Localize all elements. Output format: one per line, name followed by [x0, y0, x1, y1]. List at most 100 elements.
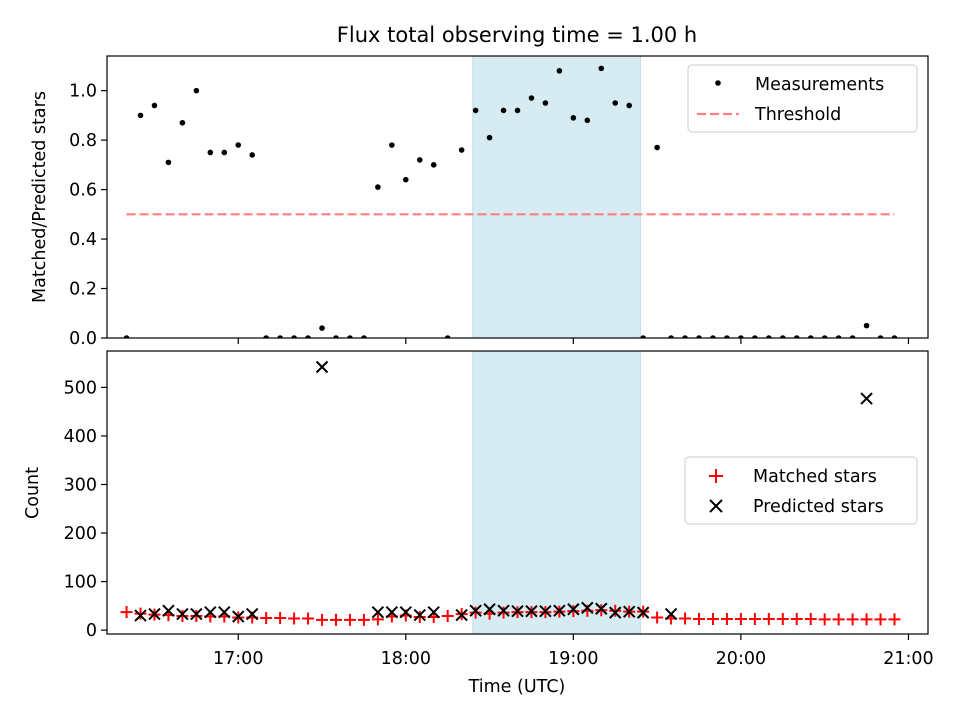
measurement-point — [528, 95, 535, 101]
predicted-star-point — [553, 604, 566, 617]
predicted-star-point — [511, 604, 524, 618]
measurement-point — [347, 335, 353, 338]
predicted-star-point — [218, 605, 231, 619]
ratio-y-tick-label: 0.6 — [69, 181, 97, 201]
predicted-star-point — [483, 603, 496, 616]
x-tick-label: 21:00 — [883, 649, 933, 669]
predicted-star-point — [595, 602, 608, 615]
count-points — [120, 360, 901, 626]
measurements-legend-marker — [715, 80, 721, 86]
predicted-star-point — [204, 605, 217, 619]
measurement-point — [416, 157, 423, 163]
measurement-point — [123, 335, 130, 338]
measurement-point — [891, 335, 898, 338]
matched-star-point — [371, 613, 384, 626]
threshold-legend-label: Threshold — [754, 105, 841, 125]
ratio-x-ticks — [237, 338, 910, 344]
ratio-legend-box — [687, 64, 918, 133]
ratio-y-label: Matched/Predicted stars — [30, 91, 50, 303]
measurement-point — [277, 335, 283, 338]
matched-star-point — [651, 611, 664, 624]
measurement-point — [724, 335, 730, 338]
measurement-point — [710, 335, 716, 338]
matched-star-point — [288, 612, 301, 625]
predicted-star-point — [860, 392, 873, 405]
measurement-point — [626, 102, 633, 109]
matched-star-point — [762, 612, 775, 625]
matched-star-point — [679, 612, 692, 625]
predicted-star-point — [622, 605, 636, 618]
count-x-ticks: 17:00 18:00 19:00 20:00 21:00 — [213, 634, 934, 669]
measurement-point — [235, 142, 242, 148]
matched-star-point — [595, 604, 608, 617]
measurement-point — [486, 134, 493, 141]
matched-star-point — [190, 610, 203, 623]
matched-legend-marker — [709, 469, 723, 483]
predicted-star-point — [469, 604, 482, 617]
predicted-star-point — [315, 360, 329, 374]
measurement-point — [193, 87, 200, 94]
measurement-point — [542, 100, 549, 106]
ratio-legend: Measurements Threshold — [687, 64, 918, 133]
count-y-label: Count — [23, 467, 43, 519]
ratio-panel-frame — [106, 55, 929, 339]
measurement-point — [821, 335, 828, 338]
count-y-tick-label: 200 — [64, 524, 97, 544]
matched-star-point — [497, 606, 510, 619]
measurement-point — [668, 335, 674, 338]
matched-star-point — [748, 612, 761, 625]
predicted-star-point — [609, 606, 622, 619]
count-legend: Matched stars Predicted stars — [684, 456, 918, 525]
measurement-point — [151, 102, 158, 109]
matched-star-point — [134, 607, 147, 620]
predicted-star-point — [525, 604, 538, 618]
matched-star-point — [567, 605, 580, 618]
ratio-y-tick-label: 0.2 — [69, 280, 97, 300]
matched-star-point — [776, 612, 789, 625]
matched-star-point — [818, 613, 831, 626]
matched-star-point — [720, 612, 733, 625]
measurement-point — [389, 142, 395, 148]
measurement-point — [682, 335, 688, 338]
measurement-point — [877, 335, 884, 338]
predicted-legend-marker — [709, 499, 723, 513]
chart-title: Flux total observing time = 1.00 h — [337, 23, 697, 47]
measurement-point — [472, 107, 479, 114]
x-tick-label: 18:00 — [381, 649, 431, 669]
predicted-legend-label: Predicted stars — [753, 497, 884, 517]
predicted-star-point — [455, 608, 468, 622]
matched-star-point — [120, 606, 133, 619]
matched-star-point — [413, 611, 426, 624]
ratio-y-tick-label: 0.0 — [69, 329, 97, 349]
measurement-point — [291, 335, 297, 338]
ratio-y-ticks: 0.0 0.2 0.4 0.6 0.8 1.0 — [69, 82, 107, 349]
matched-star-point — [804, 612, 817, 625]
measurement-point — [305, 335, 311, 338]
measurement-point — [137, 112, 144, 119]
matched-star-point — [609, 604, 622, 617]
count-panel-frame — [106, 350, 929, 635]
observing-span-top — [472, 55, 641, 339]
predicted-star-point — [371, 605, 385, 619]
x-tick-label: 20:00 — [716, 649, 766, 669]
ratio-y-tick-label: 1.0 — [69, 82, 97, 102]
predicted-star-point — [567, 603, 580, 616]
matched-star-point — [176, 610, 189, 623]
matched-legend-label: Matched stars — [753, 467, 877, 487]
predicted-star-point — [497, 604, 510, 617]
matched-star-point — [846, 613, 859, 626]
matched-star-point — [357, 613, 370, 626]
measurement-point — [402, 176, 409, 183]
measurement-point — [556, 68, 563, 74]
matched-star-point — [274, 611, 287, 624]
measurement-point — [793, 335, 800, 338]
measurement-point — [263, 335, 269, 338]
count-y-ticks: 0 100 200 300 400 500 — [64, 378, 107, 641]
predicted-star-point — [190, 607, 203, 621]
predicted-star-point — [232, 610, 245, 623]
measurement-point — [207, 149, 214, 156]
measurement-point — [807, 335, 814, 338]
ratio-panel: 0.0 0.2 0.4 0.6 0.8 1.0 Matched/Predicted sta… — [30, 55, 929, 349]
